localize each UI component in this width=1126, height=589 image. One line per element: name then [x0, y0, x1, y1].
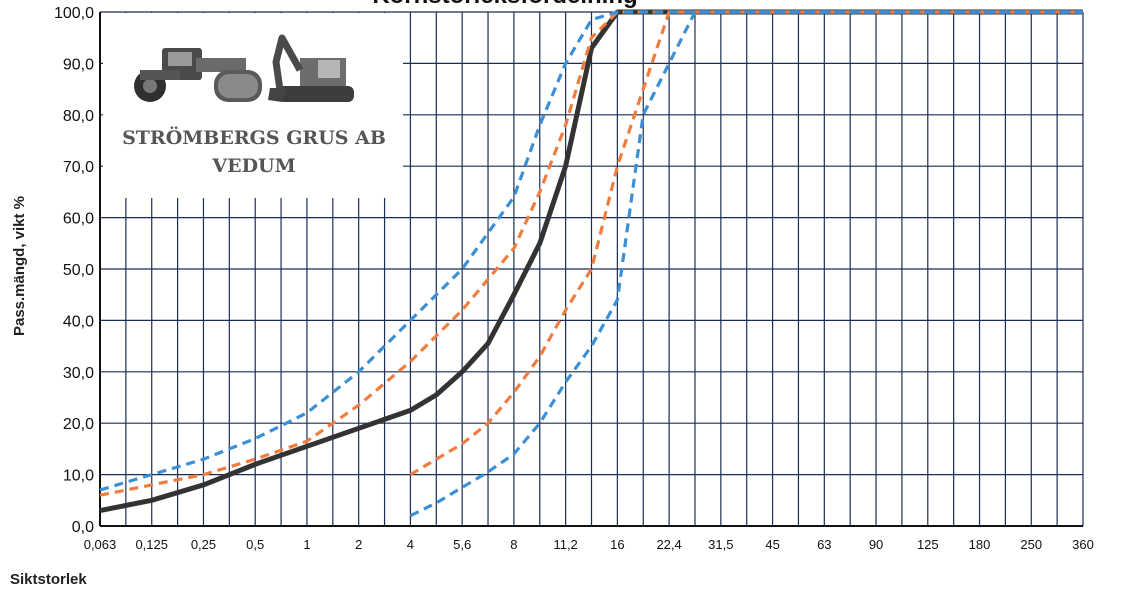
y-tick-label: 20,0: [63, 416, 94, 433]
grading-curve-solid-0: [99, 9, 1083, 514]
x-tick-label: 0,25: [191, 537, 216, 552]
grid: [99, 11, 1084, 527]
x-tick-label: 22,4: [656, 537, 681, 552]
y-tick-label: 90,0: [63, 56, 94, 73]
y-tick-label: 0,0: [72, 519, 94, 536]
chart-title: Kornstorleksfördelning: [372, 0, 637, 9]
x-tick-label: 125: [917, 537, 939, 552]
x-tick-label: 0,063: [84, 537, 117, 552]
y-tick-label: 80,0: [63, 108, 94, 125]
grading-curve-dashed-1: [99, 10, 1083, 497]
y-axis-label: Pass.mängd, vikt %: [11, 196, 28, 336]
x-tick-label: 0,125: [135, 537, 168, 552]
grading-curve-dashed-3: [99, 10, 1083, 492]
x-tick-labels: 0,063 0,125 0,25 0,5 1 2 4 5,6 8 11,2 16 22,4 31,5 45…: [84, 537, 1094, 552]
series-layer: [99, 9, 1083, 518]
x-axis-label: Siktstorlek: [10, 571, 87, 588]
y-tick-label: 60,0: [63, 211, 94, 228]
x-tick-label: 2: [355, 537, 362, 552]
x-tick-label: 5,6: [453, 537, 471, 552]
x-tick-label: 90: [869, 537, 883, 552]
y-tick-label: 100,0: [54, 5, 94, 22]
logo-line-2: VEDUM: [211, 155, 295, 177]
x-tick-label: 11,2: [553, 537, 577, 552]
x-tick-label: 63: [817, 537, 831, 552]
y-tick-label: 10,0: [63, 468, 94, 485]
logo-background: [103, 13, 403, 198]
x-tick-label: 360: [1072, 537, 1094, 552]
y-tick-labels: 0,0 10,0 20,0 30,0 40,0 50,0 60,0 70,0 80,0 90,0 1…: [54, 5, 94, 536]
x-tick-label: 31,5: [708, 537, 733, 552]
y-tick-label: 50,0: [63, 262, 94, 279]
x-tick-label: 16: [610, 537, 624, 552]
excavator-illustration: [268, 34, 354, 102]
y-tick-label: 70,0: [63, 159, 94, 176]
x-tick-label: 180: [969, 537, 991, 552]
grading-curve-dashed-2: [409, 10, 1083, 476]
x-tick-label: 0,5: [246, 537, 264, 552]
x-tick-label: 4: [407, 537, 414, 552]
x-tick-label: 250: [1020, 537, 1042, 552]
y-tick-label: 40,0: [63, 313, 94, 330]
company-logo: STRÖMBERGS GRUS AB VEDUM: [103, 13, 403, 198]
x-tick-label: 45: [765, 537, 779, 552]
x-tick-label: 8: [510, 537, 517, 552]
y-tick-label: 30,0: [63, 365, 94, 382]
road-roller-illustration: [134, 48, 262, 102]
logo-line-1: STRÖMBERGS GRUS AB: [122, 126, 386, 149]
x-tick-label: 1: [303, 537, 310, 552]
